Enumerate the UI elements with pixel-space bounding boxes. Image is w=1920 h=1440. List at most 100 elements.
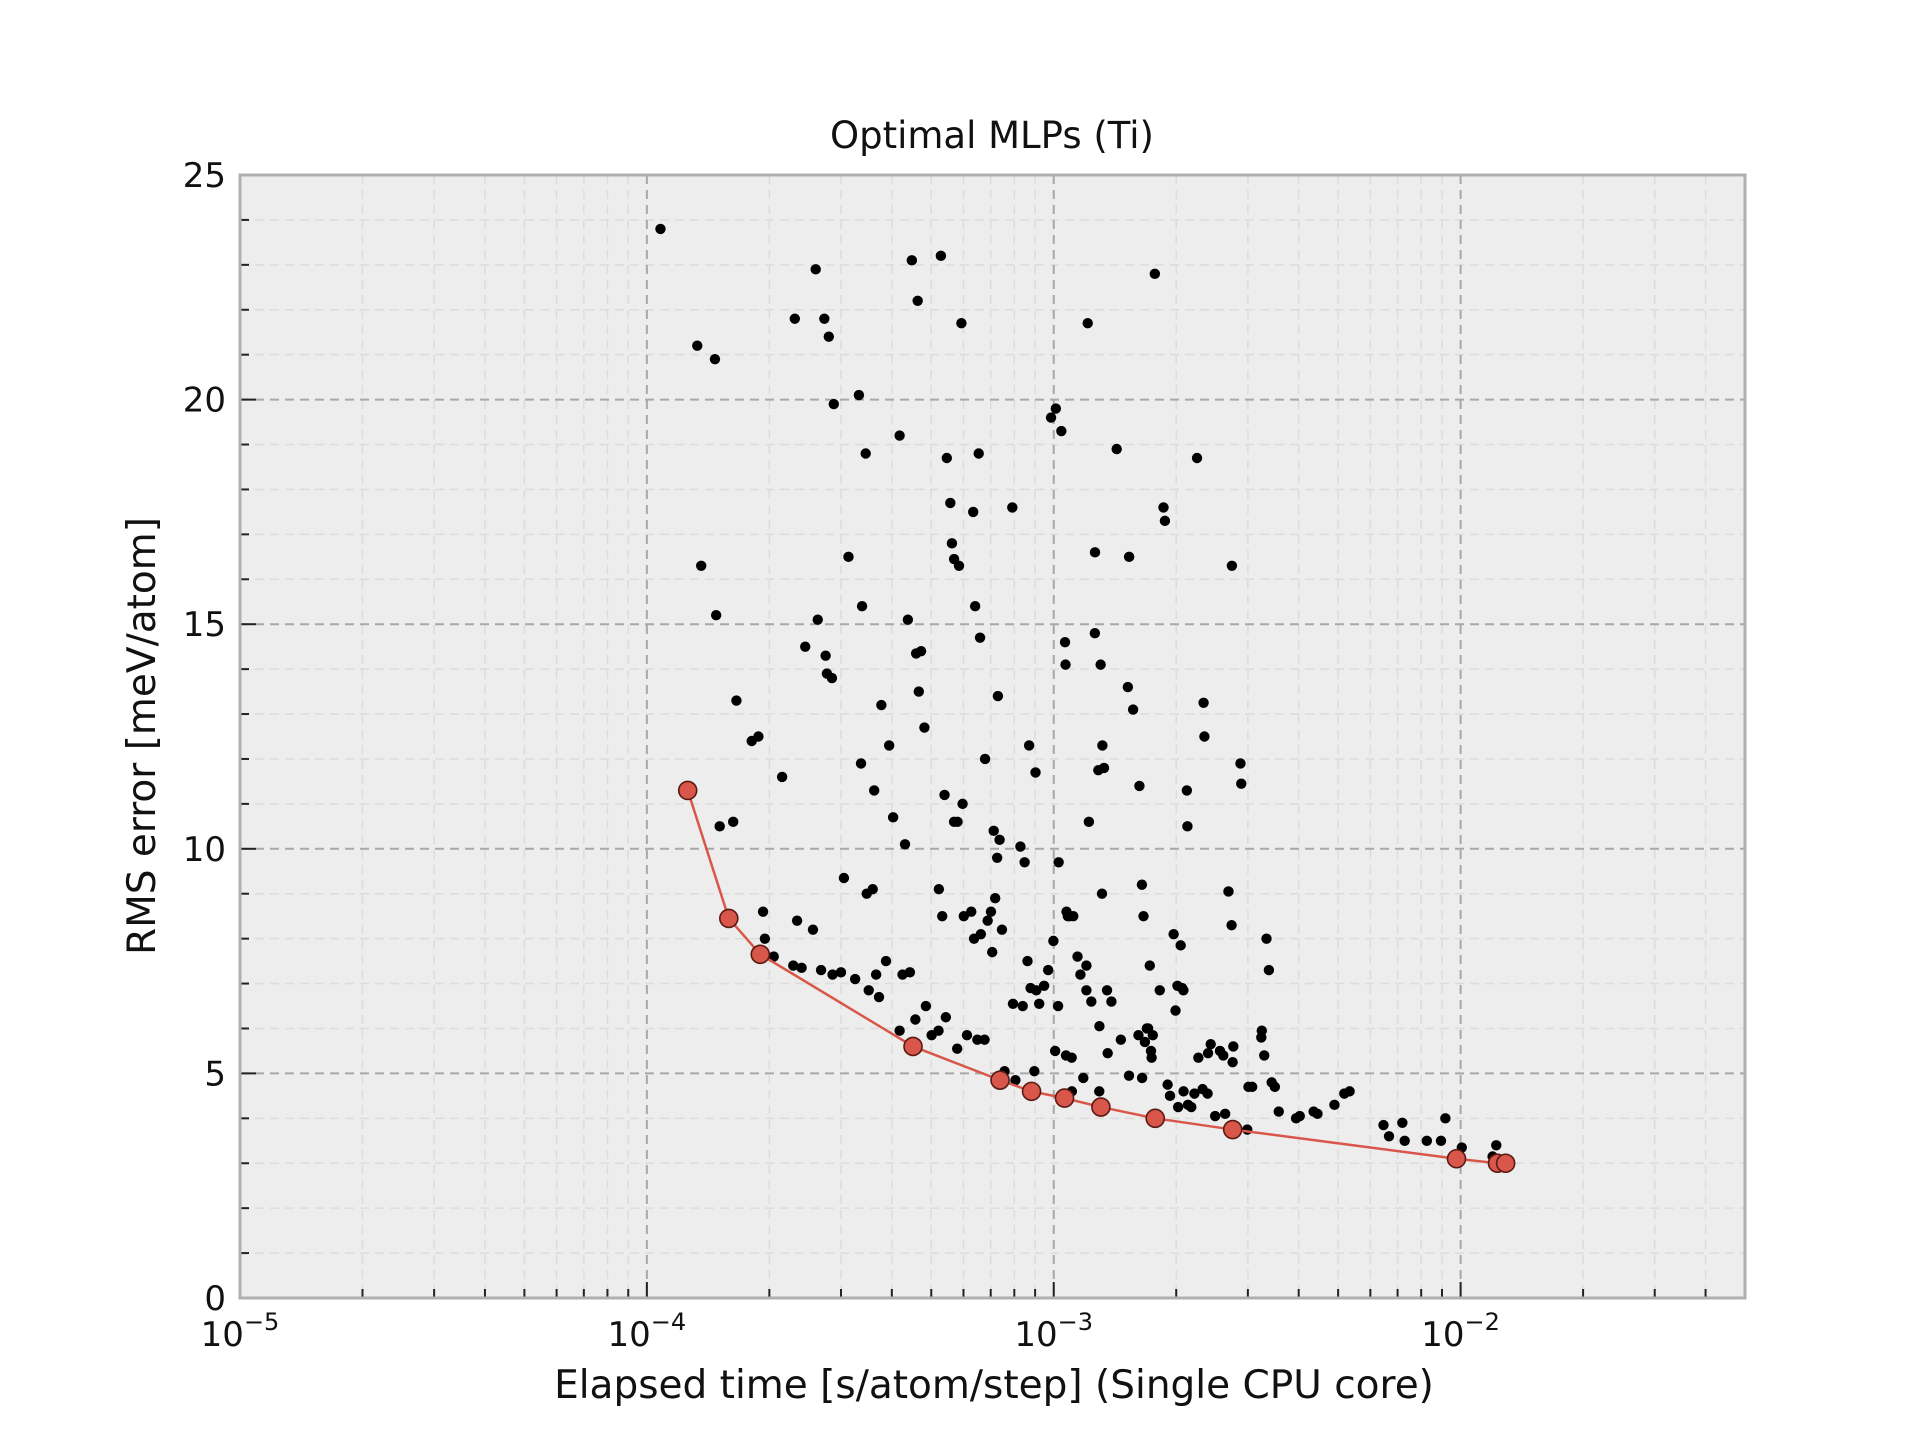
scatter-point <box>655 223 666 235</box>
scatter-point <box>1023 740 1035 751</box>
x-tick-label: 10−5 <box>201 1308 280 1355</box>
scatter-point <box>1139 1036 1151 1048</box>
scatter-point <box>1136 1072 1148 1084</box>
scatter-point <box>887 812 899 823</box>
scatter-point <box>807 924 819 935</box>
scatter-point <box>1086 996 1097 1007</box>
scatter-point <box>696 560 707 572</box>
scatter-point <box>1010 1074 1021 1086</box>
scatter-point <box>1344 1086 1355 1097</box>
scatter-point <box>1421 1135 1433 1146</box>
scatter-point <box>1123 1070 1135 1081</box>
scatter-point <box>692 340 703 351</box>
scatter-point <box>1096 888 1108 899</box>
scatter-point <box>990 893 1001 904</box>
scatter-point <box>1181 785 1193 796</box>
scatter-point <box>1202 1047 1214 1059</box>
scatter-point <box>951 1043 963 1054</box>
scatter-point <box>1089 627 1101 639</box>
x-tick-label: 10−3 <box>1014 1308 1093 1355</box>
scatter-point <box>912 295 923 306</box>
scatter-point <box>1226 919 1237 931</box>
scatter-point <box>1045 412 1057 423</box>
scatter-point <box>788 960 799 971</box>
scatter-point <box>728 816 739 828</box>
scatter-point <box>843 551 854 563</box>
scatter-point <box>1022 955 1033 967</box>
scatter-point <box>1189 1088 1200 1099</box>
scatter-point <box>1202 1088 1213 1099</box>
scatter-point <box>838 872 850 884</box>
scatter-point <box>819 313 830 324</box>
scatter-point <box>823 331 835 342</box>
pareto-point <box>903 1036 923 1057</box>
scatter-point <box>1082 318 1093 329</box>
scatter-point <box>1383 1131 1395 1142</box>
scatter-point <box>973 448 984 459</box>
scatter-point <box>1261 933 1272 944</box>
plot-frame <box>238 173 1747 1300</box>
scatter-point <box>1133 1030 1144 1041</box>
scatter-point <box>913 686 925 697</box>
scatter-point <box>1399 1135 1410 1146</box>
scatter-point <box>820 650 831 661</box>
scatter-point <box>957 798 968 810</box>
scatter-point <box>1038 980 1050 992</box>
scatter-point <box>945 497 956 509</box>
scatter-point <box>1164 1090 1176 1102</box>
scatter-point <box>1102 1047 1113 1059</box>
scatter-point <box>1256 1025 1267 1036</box>
scatter-point <box>868 785 880 796</box>
scatter-point <box>1147 1030 1159 1041</box>
scatter-point <box>940 1012 952 1023</box>
scatter-point <box>710 610 722 621</box>
y-tick-label: 20 <box>183 381 226 421</box>
scatter-point <box>1269 1081 1281 1093</box>
scatter-point <box>991 852 1003 863</box>
scatter-point <box>835 967 847 978</box>
pareto-point <box>1021 1081 1042 1102</box>
scatter-point <box>1083 816 1095 828</box>
scatter-point <box>867 884 878 895</box>
scatter-point <box>987 946 998 958</box>
major-grid <box>240 175 1745 1298</box>
scatter-point <box>1081 985 1092 996</box>
scatter-point <box>952 816 963 828</box>
scatter-point <box>1242 1124 1253 1135</box>
scatter-point <box>1149 268 1161 280</box>
scatter-point <box>988 825 999 837</box>
scatter-point <box>1081 960 1092 971</box>
scatter-point <box>880 955 892 967</box>
scatter-point <box>1223 886 1234 897</box>
pareto-point <box>750 944 771 965</box>
scatter-point <box>812 614 823 625</box>
scatter-point <box>894 430 905 441</box>
scatter-point <box>800 641 811 652</box>
scatter-point <box>1168 928 1179 940</box>
scatter-point <box>915 645 927 657</box>
scatter-point <box>1094 1086 1105 1097</box>
scatter-point <box>946 538 958 549</box>
scatter-point <box>1029 1065 1040 1077</box>
scatter-point <box>1068 910 1079 922</box>
scatter-point <box>894 1025 905 1036</box>
scatter-point <box>1246 1081 1258 1093</box>
scatter-point <box>1397 1117 1408 1129</box>
scatter-point <box>969 601 981 612</box>
scatter-point <box>1138 910 1149 922</box>
scatter-point <box>815 964 827 976</box>
scatter-point <box>979 1034 990 1045</box>
scatter-point <box>961 1030 973 1041</box>
scatter-point <box>902 614 914 625</box>
scatter-point <box>870 969 882 980</box>
scatter-point <box>1127 704 1139 715</box>
scatter-point <box>1159 515 1171 527</box>
scatter-point <box>810 264 821 275</box>
scatter-point <box>1158 502 1169 513</box>
scatter-point <box>709 353 721 365</box>
scatter-point <box>994 834 1005 846</box>
scatter-point <box>992 690 1004 702</box>
scatter-point <box>883 740 895 751</box>
y-axis-label: RMS error [meV/atom] <box>120 517 165 955</box>
scatter-point <box>941 452 953 464</box>
